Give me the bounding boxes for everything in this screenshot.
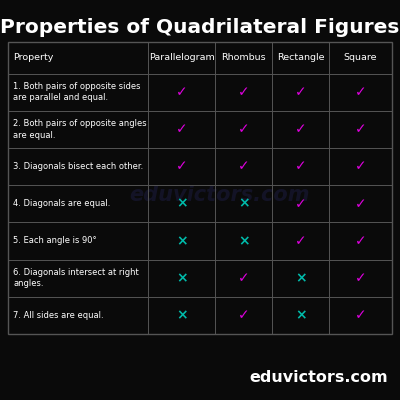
Text: ✓: ✓ [355,308,366,322]
Text: eduvictors.com: eduvictors.com [130,185,310,205]
Text: ✓: ✓ [355,271,366,285]
Text: ✓: ✓ [295,160,306,174]
Text: Parallelogram: Parallelogram [149,53,215,62]
Text: 1. Both pairs of opposite sides
are parallel and equal.: 1. Both pairs of opposite sides are para… [13,82,140,102]
Text: ✓: ✓ [355,197,366,211]
Text: Property: Property [13,53,53,62]
Text: 7. All sides are equal.: 7. All sides are equal. [13,311,104,320]
Text: ×: × [238,234,250,248]
Text: ✓: ✓ [238,271,250,285]
Text: ×: × [295,308,306,322]
Text: Properties of Quadrilateral Figures: Properties of Quadrilateral Figures [0,18,400,37]
Text: Rhombus: Rhombus [222,53,266,62]
Text: ×: × [176,308,188,322]
Text: ✓: ✓ [355,85,366,99]
Text: ✓: ✓ [238,85,250,99]
Text: eduvictors.com: eduvictors.com [249,370,388,385]
Text: ×: × [176,271,188,285]
Text: Square: Square [344,53,377,62]
Text: ✓: ✓ [295,85,306,99]
Text: ✓: ✓ [295,234,306,248]
Text: ✓: ✓ [176,160,188,174]
Text: ✓: ✓ [355,160,366,174]
Text: 4. Diagonals are equal.: 4. Diagonals are equal. [13,199,110,208]
Text: ✓: ✓ [238,308,250,322]
Text: ×: × [176,197,188,211]
Text: 3. Diagonals bisect each other.: 3. Diagonals bisect each other. [13,162,143,171]
Text: 5. Each angle is 90°: 5. Each angle is 90° [13,236,97,246]
Text: ✓: ✓ [238,122,250,136]
Text: ✓: ✓ [238,160,250,174]
Text: ✓: ✓ [295,122,306,136]
Text: ✓: ✓ [355,234,366,248]
Text: ×: × [176,234,188,248]
Text: Rectangle: Rectangle [277,53,324,62]
Text: ✓: ✓ [176,85,188,99]
Text: ×: × [295,271,306,285]
Text: 6. Diagonals intersect at right
angles.: 6. Diagonals intersect at right angles. [13,268,139,288]
Text: ✓: ✓ [355,122,366,136]
Text: 2. Both pairs of opposite angles
are equal.: 2. Both pairs of opposite angles are equ… [13,119,147,140]
Text: ✓: ✓ [176,122,188,136]
Text: ×: × [238,197,250,211]
Bar [8,42,392,334]
Text: ✓: ✓ [295,197,306,211]
